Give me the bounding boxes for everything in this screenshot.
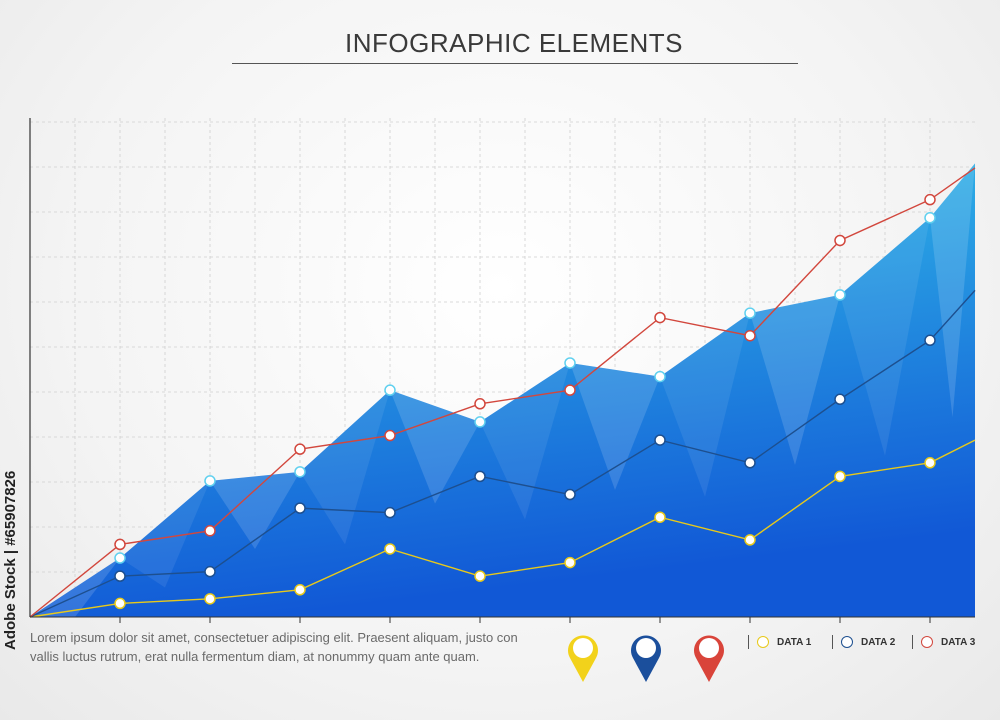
area-point [564, 357, 576, 369]
area-facet [210, 471, 300, 549]
data-point-data-3 [474, 398, 486, 410]
data-point-data-2 [744, 457, 756, 469]
description-text: Lorem ipsum dolor sit amet, consectetuer… [30, 628, 560, 666]
area-fill [30, 163, 975, 617]
legend-item-data-3: DATA 3 [912, 632, 975, 652]
data-point-data-2 [204, 565, 216, 578]
legend-marker-data-2 [841, 636, 853, 648]
red-pin-hole [699, 638, 719, 658]
legend-item-data-2: DATA 2 [832, 632, 895, 652]
data-point-data-1 [564, 556, 576, 569]
data-point-data-1 [654, 511, 666, 523]
data-point-data-1 [294, 584, 306, 596]
series-line-data-3 [29, 167, 976, 618]
blue-pin-hole [636, 638, 656, 658]
area-facet [300, 390, 390, 545]
legend-marker-data-1 [757, 636, 769, 648]
data-point-data-2 [834, 393, 846, 406]
area-facet [120, 480, 210, 588]
area-point [924, 212, 936, 224]
area-point [744, 307, 756, 319]
area-point [384, 384, 396, 396]
map-pin-icons [560, 628, 740, 688]
legend-separator [912, 635, 913, 649]
legend-label-data-3: DATA 3 [941, 636, 976, 648]
data-point-data-1 [204, 593, 216, 605]
area-facet [570, 362, 660, 490]
area-point [474, 416, 486, 428]
area-facet [480, 362, 570, 520]
area-facet [750, 294, 840, 466]
data-point-data-2 [654, 434, 666, 446]
data-point-data-3 [384, 429, 396, 442]
area-point [654, 370, 666, 383]
data-point-data-2 [564, 488, 576, 501]
data-point-data-1 [744, 534, 756, 546]
legend-label-data-1: DATA 1 [777, 636, 812, 648]
data-point-data-3 [564, 384, 576, 396]
data-point-data-3 [654, 311, 666, 324]
series-line-data-2 [29, 289, 976, 618]
description-line-1: Lorem ipsum dolor sit amet, consectetuer… [30, 630, 518, 645]
data-point-data-1 [474, 570, 486, 582]
page-title: INFOGRAPHIC ELEMENTS [345, 28, 683, 58]
data-point-data-2 [114, 570, 126, 582]
description-line-2: vallis luctus rutrum, erat nulla ferment… [30, 649, 480, 664]
area-facet [660, 313, 750, 497]
data-point-data-2 [474, 470, 486, 483]
data-point-data-1 [114, 597, 126, 610]
legend-marker-data-3 [921, 636, 933, 648]
data-point-data-2 [924, 334, 936, 347]
data-point-data-1 [384, 543, 396, 555]
red-map-pin-icon [694, 635, 724, 682]
legend-separator [748, 635, 749, 649]
data-point-data-3 [294, 443, 306, 455]
data-point-data-3 [204, 525, 216, 537]
data-point-data-3 [924, 193, 936, 206]
data-point-data-1 [834, 470, 846, 483]
blue-map-pin-icon [631, 635, 661, 682]
series-line-data-1 [29, 439, 976, 618]
data-point-data-3 [114, 538, 126, 551]
watermark-text: Adobe Stock | #65907826 [2, 470, 19, 650]
yellow-pin-hole [573, 638, 593, 658]
area-facet [30, 558, 120, 617]
legend-separator [832, 635, 833, 649]
area-point [204, 475, 216, 487]
area-facet [390, 390, 480, 504]
data-point-data-3 [834, 234, 846, 247]
area-point [834, 289, 846, 301]
area-facet [840, 217, 930, 456]
data-point-data-1 [924, 457, 936, 469]
area-facet [930, 163, 975, 418]
legend-item-data-1: DATA 1 [748, 632, 811, 652]
yellow-map-pin-icon [568, 635, 598, 682]
area-point [294, 466, 306, 478]
data-point-data-2 [384, 506, 396, 519]
data-point-data-3 [744, 329, 756, 342]
area-point [114, 552, 126, 564]
data-point-data-2 [294, 502, 306, 514]
legend-label-data-2: DATA 2 [861, 636, 896, 648]
title-underline [232, 63, 798, 64]
